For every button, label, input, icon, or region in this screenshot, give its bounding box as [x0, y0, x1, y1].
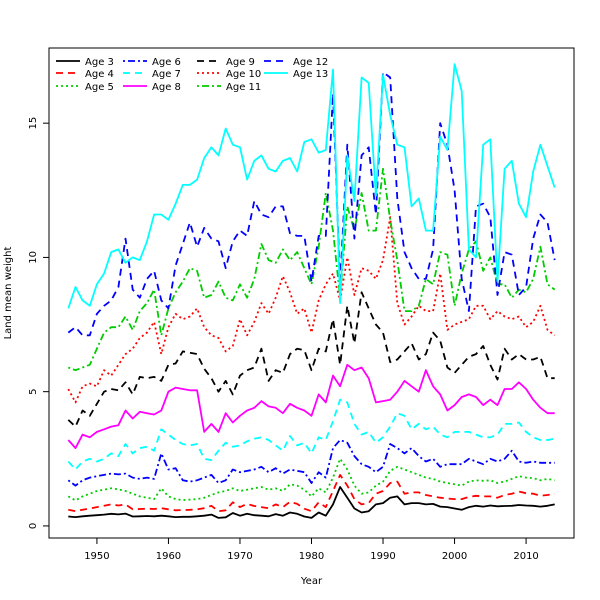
series-line-age-13 — [67, 63, 556, 309]
y-tick-label: 5 — [28, 388, 39, 394]
legend-entry: Age 8 — [152, 82, 181, 93]
plot-frame — [48, 47, 575, 539]
legend-entry: Age 6 — [152, 57, 181, 68]
x-tick-label: 1960 — [156, 551, 181, 562]
series-line-age-11 — [67, 167, 556, 372]
y-tick-label: 10 — [28, 251, 39, 264]
y-tick-label: 0 — [28, 523, 39, 529]
legend-entry: Age 11 — [226, 82, 261, 93]
x-axis-title: Year — [300, 576, 323, 587]
x-tick-label: 2010 — [513, 551, 538, 562]
legend-entry: Age 12 — [293, 57, 328, 68]
legend-entry: Age 13 — [293, 69, 328, 80]
series-line-age-8 — [67, 363, 555, 450]
legend-entry: Age 10 — [226, 69, 261, 80]
series-line-age-10 — [67, 216, 556, 404]
x-tick-label: 1970 — [227, 551, 252, 562]
legend-entry: Age 9 — [226, 57, 255, 68]
series-line-age-7 — [67, 398, 555, 471]
y-axis-title: Land mean weight — [3, 247, 14, 340]
series-line-age-12 — [67, 71, 556, 337]
legend-entry: Age 3 — [85, 57, 114, 68]
series-line-age-5 — [67, 457, 555, 502]
legend-entry: Age 7 — [152, 69, 181, 80]
x-axis: 1950 1960 1970 1980 1990 2000 2010 — [84, 538, 539, 562]
x-tick-label: 1980 — [299, 551, 324, 562]
x-tick-label: 1990 — [370, 551, 395, 562]
series-line-age-6 — [67, 439, 555, 487]
legend-entry: Age 5 — [85, 82, 114, 93]
series-line-age-3 — [68, 486, 555, 519]
y-axis: 0 5 10 15 — [28, 117, 49, 529]
series-layer — [67, 63, 556, 519]
x-tick-label: 2000 — [442, 551, 467, 562]
y-tick-label: 15 — [28, 117, 39, 130]
legend-entry: Age 4 — [85, 69, 114, 80]
x-tick-label: 1950 — [84, 551, 109, 562]
series-line-age-9 — [67, 291, 555, 428]
series-line-age-4 — [68, 473, 555, 513]
